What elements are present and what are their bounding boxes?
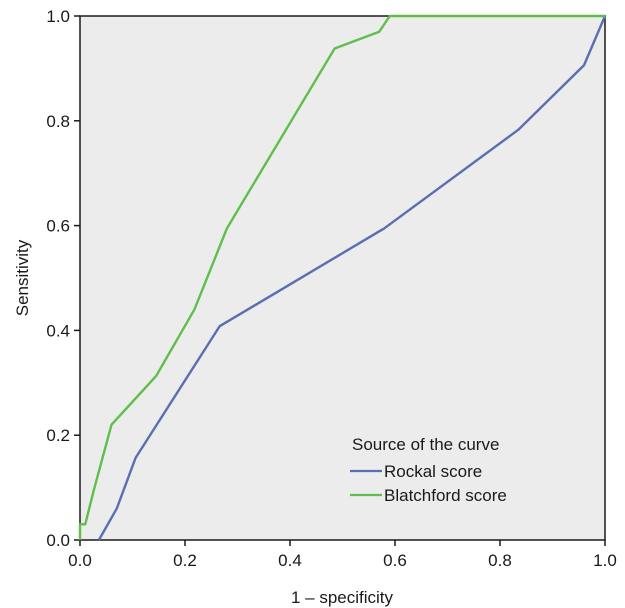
y-tick-label: 0.8 (46, 112, 70, 131)
legend-label-blatchford: Blatchford score (384, 486, 507, 505)
series-line-rockal-score (97, 15, 607, 541)
y-tick-label: 0.2 (46, 426, 70, 445)
y-tick-label: 0.0 (46, 531, 70, 550)
y-axis-title: Sensitivity (13, 239, 32, 316)
x-tick-label: 0.8 (488, 551, 512, 570)
y-tick-label: 1.0 (46, 7, 70, 26)
x-axis: 0.0 0.2 0.4 0.6 0.8 1.0 (68, 540, 617, 570)
x-tick-label: 0.6 (383, 551, 407, 570)
series-line-blatchford-score (78, 14, 605, 540)
x-tick-label: 1.0 (593, 551, 617, 570)
x-axis-title: 1 – specificity (291, 588, 394, 607)
legend-title: Source of the curve (352, 435, 499, 454)
legend-label-rockal: Rockal score (384, 462, 482, 481)
y-tick-label: 0.6 (46, 217, 70, 236)
legend: Source of the curve Rockal score Blatchf… (350, 435, 507, 505)
plot-area (79, 15, 606, 541)
x-tick-label: 0.0 (68, 551, 92, 570)
y-axis: 0.0 0.2 0.4 0.6 0.8 1.0 (46, 7, 80, 550)
series-lines (78, 14, 607, 541)
x-tick-label: 0.2 (173, 551, 197, 570)
x-tick-label: 0.4 (278, 551, 302, 570)
y-tick-label: 0.4 (46, 321, 70, 340)
